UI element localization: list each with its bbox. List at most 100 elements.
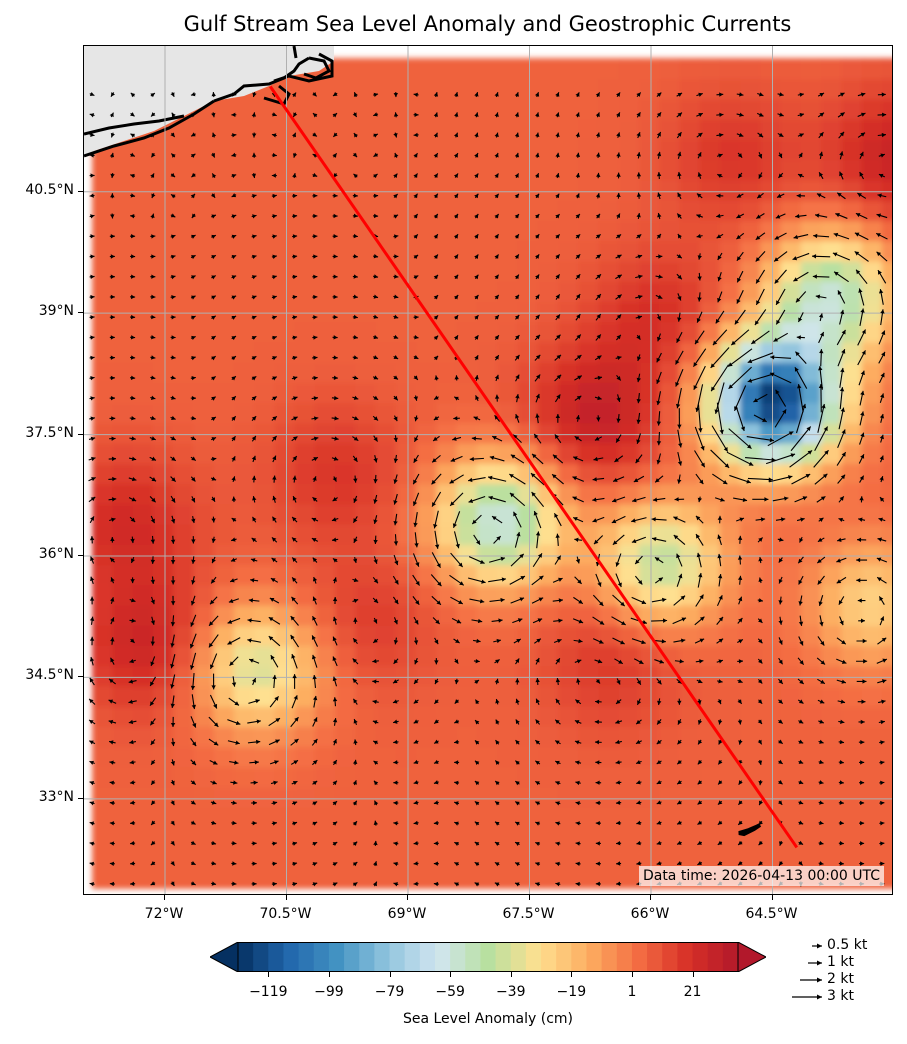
current-arrow xyxy=(89,516,95,524)
current-arrow xyxy=(373,254,379,259)
sla-cell xyxy=(557,402,580,424)
current-arrow xyxy=(636,212,641,220)
current-arrow xyxy=(656,371,662,385)
current-arrow xyxy=(108,719,117,725)
current-arrow xyxy=(231,173,237,179)
sla-cell xyxy=(618,199,640,222)
sla-cell xyxy=(841,98,863,120)
sla-cell xyxy=(274,301,296,323)
current-arrow xyxy=(676,112,683,118)
sla-cell xyxy=(436,341,458,363)
sla-cell xyxy=(841,766,863,788)
current-arrow xyxy=(818,366,823,390)
current-arrow xyxy=(312,193,318,199)
sla-cell xyxy=(456,462,478,485)
sla-cell xyxy=(821,584,843,606)
current-arrow xyxy=(251,435,257,442)
current-arrow xyxy=(737,659,744,664)
current-arrow xyxy=(509,473,526,485)
current-arrow xyxy=(292,254,298,259)
sla-cell xyxy=(416,260,438,282)
current-arrow xyxy=(797,92,804,97)
current-arrow xyxy=(595,92,601,98)
sla-cell xyxy=(578,98,600,120)
sla-cell xyxy=(780,442,802,464)
sla-cell xyxy=(780,78,802,100)
current-arrow xyxy=(514,274,520,280)
sla-cell xyxy=(517,564,539,586)
sla-cell xyxy=(557,301,580,323)
current-arrow xyxy=(352,233,358,239)
current-arrow xyxy=(130,577,135,584)
sla-cell xyxy=(780,766,802,788)
sla-cell xyxy=(173,199,195,222)
current-arrow xyxy=(292,882,298,887)
current-arrow xyxy=(331,517,339,522)
sla-cell xyxy=(719,766,742,788)
sla-cell xyxy=(497,847,519,869)
sla-cell xyxy=(213,543,235,566)
sla-cell xyxy=(213,98,235,120)
current-arrow xyxy=(331,456,339,461)
current-arrow xyxy=(392,719,399,724)
current-arrow xyxy=(130,375,136,380)
current-arrow xyxy=(292,495,297,503)
current-arrow xyxy=(150,739,156,746)
sla-cell xyxy=(618,301,640,323)
current-arrow xyxy=(695,515,704,524)
sla-cell xyxy=(416,118,438,141)
current-arrow xyxy=(798,840,804,846)
current-arrow xyxy=(697,253,702,260)
sla-cell xyxy=(517,139,539,161)
current-arrow xyxy=(878,351,886,364)
current-arrow xyxy=(311,537,319,543)
current-arrow xyxy=(312,841,318,846)
current-arrow xyxy=(413,454,419,464)
current-arrow xyxy=(817,636,825,646)
current-arrow xyxy=(616,394,621,403)
sla-cell xyxy=(152,381,175,404)
sla-cell xyxy=(740,422,762,444)
sla-cell xyxy=(780,159,802,181)
current-arrow xyxy=(575,760,582,765)
sla-cell xyxy=(881,442,892,464)
current-arrow xyxy=(673,534,686,545)
current-arrow xyxy=(798,800,804,805)
sla-cell xyxy=(395,645,418,667)
current-arrow xyxy=(150,415,156,421)
current-arrow xyxy=(775,517,786,522)
sla-cell xyxy=(598,159,620,181)
current-arrow xyxy=(453,233,459,239)
current-arrow xyxy=(838,719,845,724)
sla-cell xyxy=(618,705,640,727)
current-arrow xyxy=(778,840,784,846)
sla-cell xyxy=(355,199,377,222)
sla-cell xyxy=(213,564,235,586)
current-arrow xyxy=(251,375,257,381)
sla-cell xyxy=(699,503,721,525)
sla-cell xyxy=(294,462,316,485)
current-arrow xyxy=(695,384,704,413)
current-arrow xyxy=(373,213,379,219)
sla-cell xyxy=(375,159,397,181)
sla-cell xyxy=(375,766,397,788)
current-arrow xyxy=(393,254,399,259)
current-arrow xyxy=(332,759,338,766)
current-arrow xyxy=(211,375,216,381)
sla-cell xyxy=(92,483,114,505)
sla-cell xyxy=(537,78,559,100)
current-arrow xyxy=(857,699,866,704)
sla-cell xyxy=(881,806,892,829)
sla-cell xyxy=(193,139,215,161)
sla-cell xyxy=(497,159,519,181)
sla-cell xyxy=(416,381,438,404)
current-arrow xyxy=(292,475,297,483)
current-arrow xyxy=(312,132,318,137)
current-arrow xyxy=(735,405,746,432)
sla-cell xyxy=(193,867,215,889)
current-arrow xyxy=(797,556,804,564)
current-arrow xyxy=(595,820,601,826)
current-arrow xyxy=(150,234,156,239)
current-arrow xyxy=(352,678,359,685)
sla-cell xyxy=(476,118,499,141)
